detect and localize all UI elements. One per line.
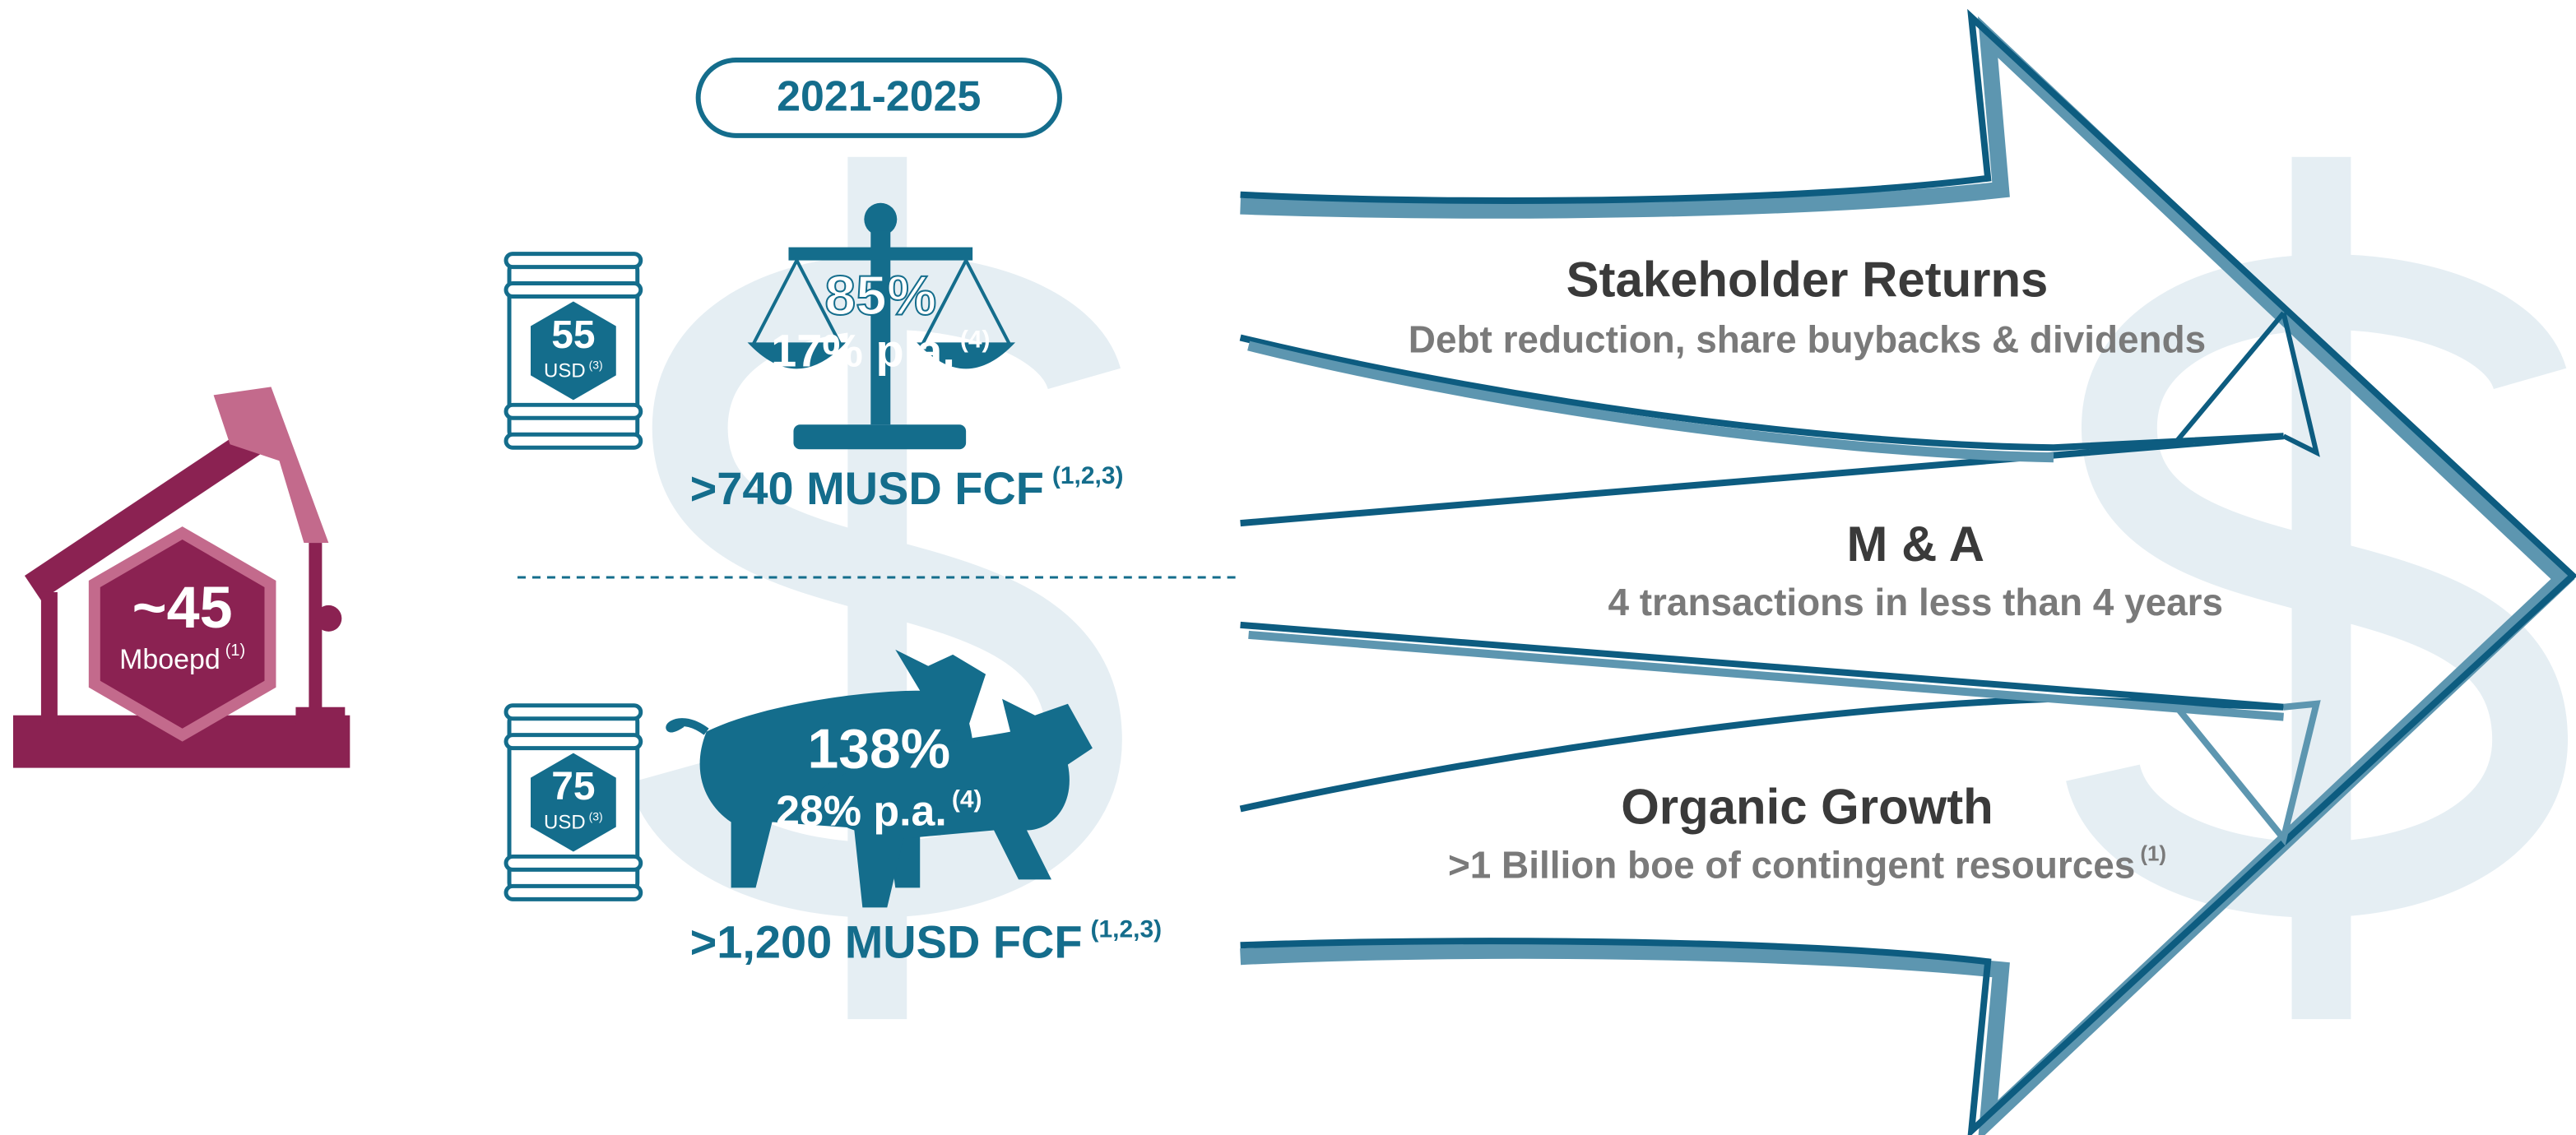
unit: USD [544, 812, 586, 834]
barrel-rim [506, 856, 641, 869]
annual-value: 28% p.a. [776, 787, 947, 835]
barrel-rim [506, 735, 641, 748]
note: (3) [589, 358, 603, 371]
annual-value: 17% p.a. [771, 324, 955, 376]
barrel-rim [506, 434, 641, 447]
unit: USD [544, 360, 586, 382]
return: 138% [807, 719, 950, 781]
oil-price: 55 [551, 313, 595, 357]
barrel-rim [506, 284, 641, 297]
note: (1) [2140, 842, 2166, 865]
barrel-rim [506, 254, 641, 267]
use-text-value: >1 Billion boe of contingent resources [1448, 844, 2135, 887]
note: (1,2,3) [1052, 462, 1124, 489]
barrel-rim [506, 886, 641, 899]
use-text: Debt reduction, share buybacks & dividen… [1409, 318, 2206, 361]
fcf-value: >740 MUSD FCF [690, 462, 1044, 514]
fcf: >1,200 MUSD FCF (1,2,3) [690, 915, 1162, 967]
note: (4) [960, 326, 991, 353]
fcf: >740 MUSD FCF (1,2,3) [690, 462, 1124, 514]
fcf-value: >1,200 MUSD FCF [690, 915, 1083, 967]
return: 85% [824, 265, 936, 327]
oil-price: 75 [551, 765, 595, 808]
note: (1) [225, 642, 245, 660]
unit: Mboepd [119, 644, 220, 675]
barrel-rim [506, 706, 641, 719]
note: (3) [589, 809, 603, 822]
use-text: 4 transactions in less than 4 years [1608, 581, 2223, 623]
period: 2021-2025 [777, 73, 981, 121]
production-value: ~45 [132, 575, 233, 641]
note: (4) [952, 785, 982, 813]
use-title: Organic Growth [1621, 779, 1993, 834]
use-text: >1 Billion boe of contingent resources(1… [1448, 842, 2166, 886]
use-title: M & A [1847, 517, 1984, 572]
infographic: 2021-2025 ~45 Mboepd(1) 55USD(3)75USD(3)… [0, 0, 2576, 1135]
barrel-rim [506, 405, 641, 418]
note: (1,2,3) [1091, 915, 1163, 943]
use-title: Stakeholder Returns [1566, 252, 2049, 307]
